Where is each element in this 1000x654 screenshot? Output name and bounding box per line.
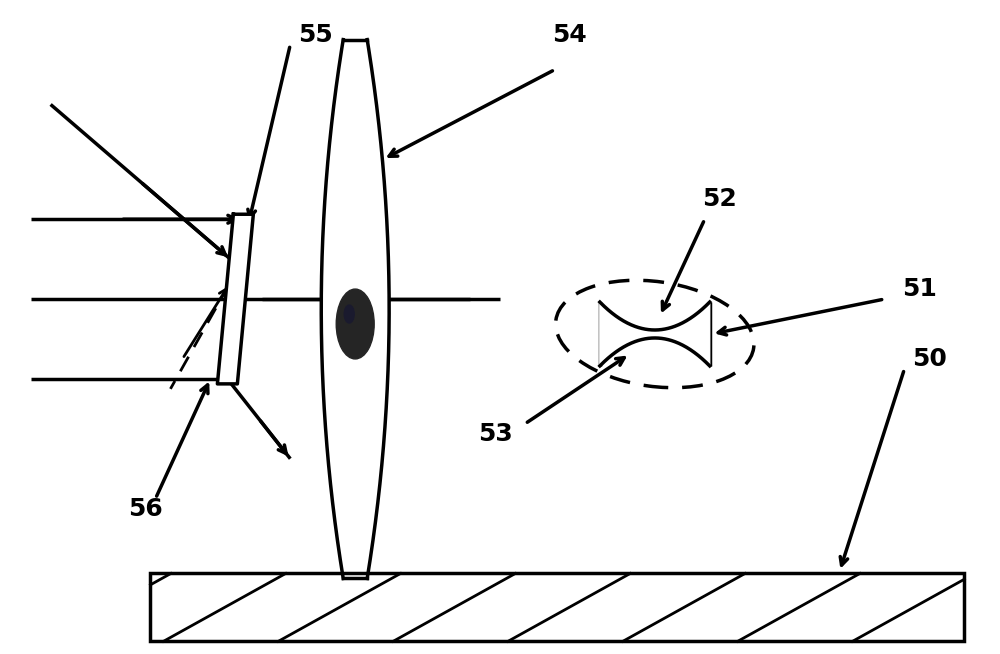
- Polygon shape: [600, 302, 710, 366]
- Polygon shape: [217, 215, 253, 384]
- Text: 53: 53: [478, 422, 512, 446]
- Ellipse shape: [344, 305, 354, 323]
- Text: 56: 56: [128, 496, 163, 521]
- Polygon shape: [321, 40, 389, 579]
- Text: 55: 55: [298, 23, 333, 46]
- Text: 50: 50: [912, 347, 947, 371]
- Text: 54: 54: [553, 23, 587, 46]
- Text: 52: 52: [702, 187, 737, 211]
- Bar: [150, 574, 964, 642]
- Ellipse shape: [336, 289, 374, 359]
- Text: 51: 51: [902, 277, 937, 301]
